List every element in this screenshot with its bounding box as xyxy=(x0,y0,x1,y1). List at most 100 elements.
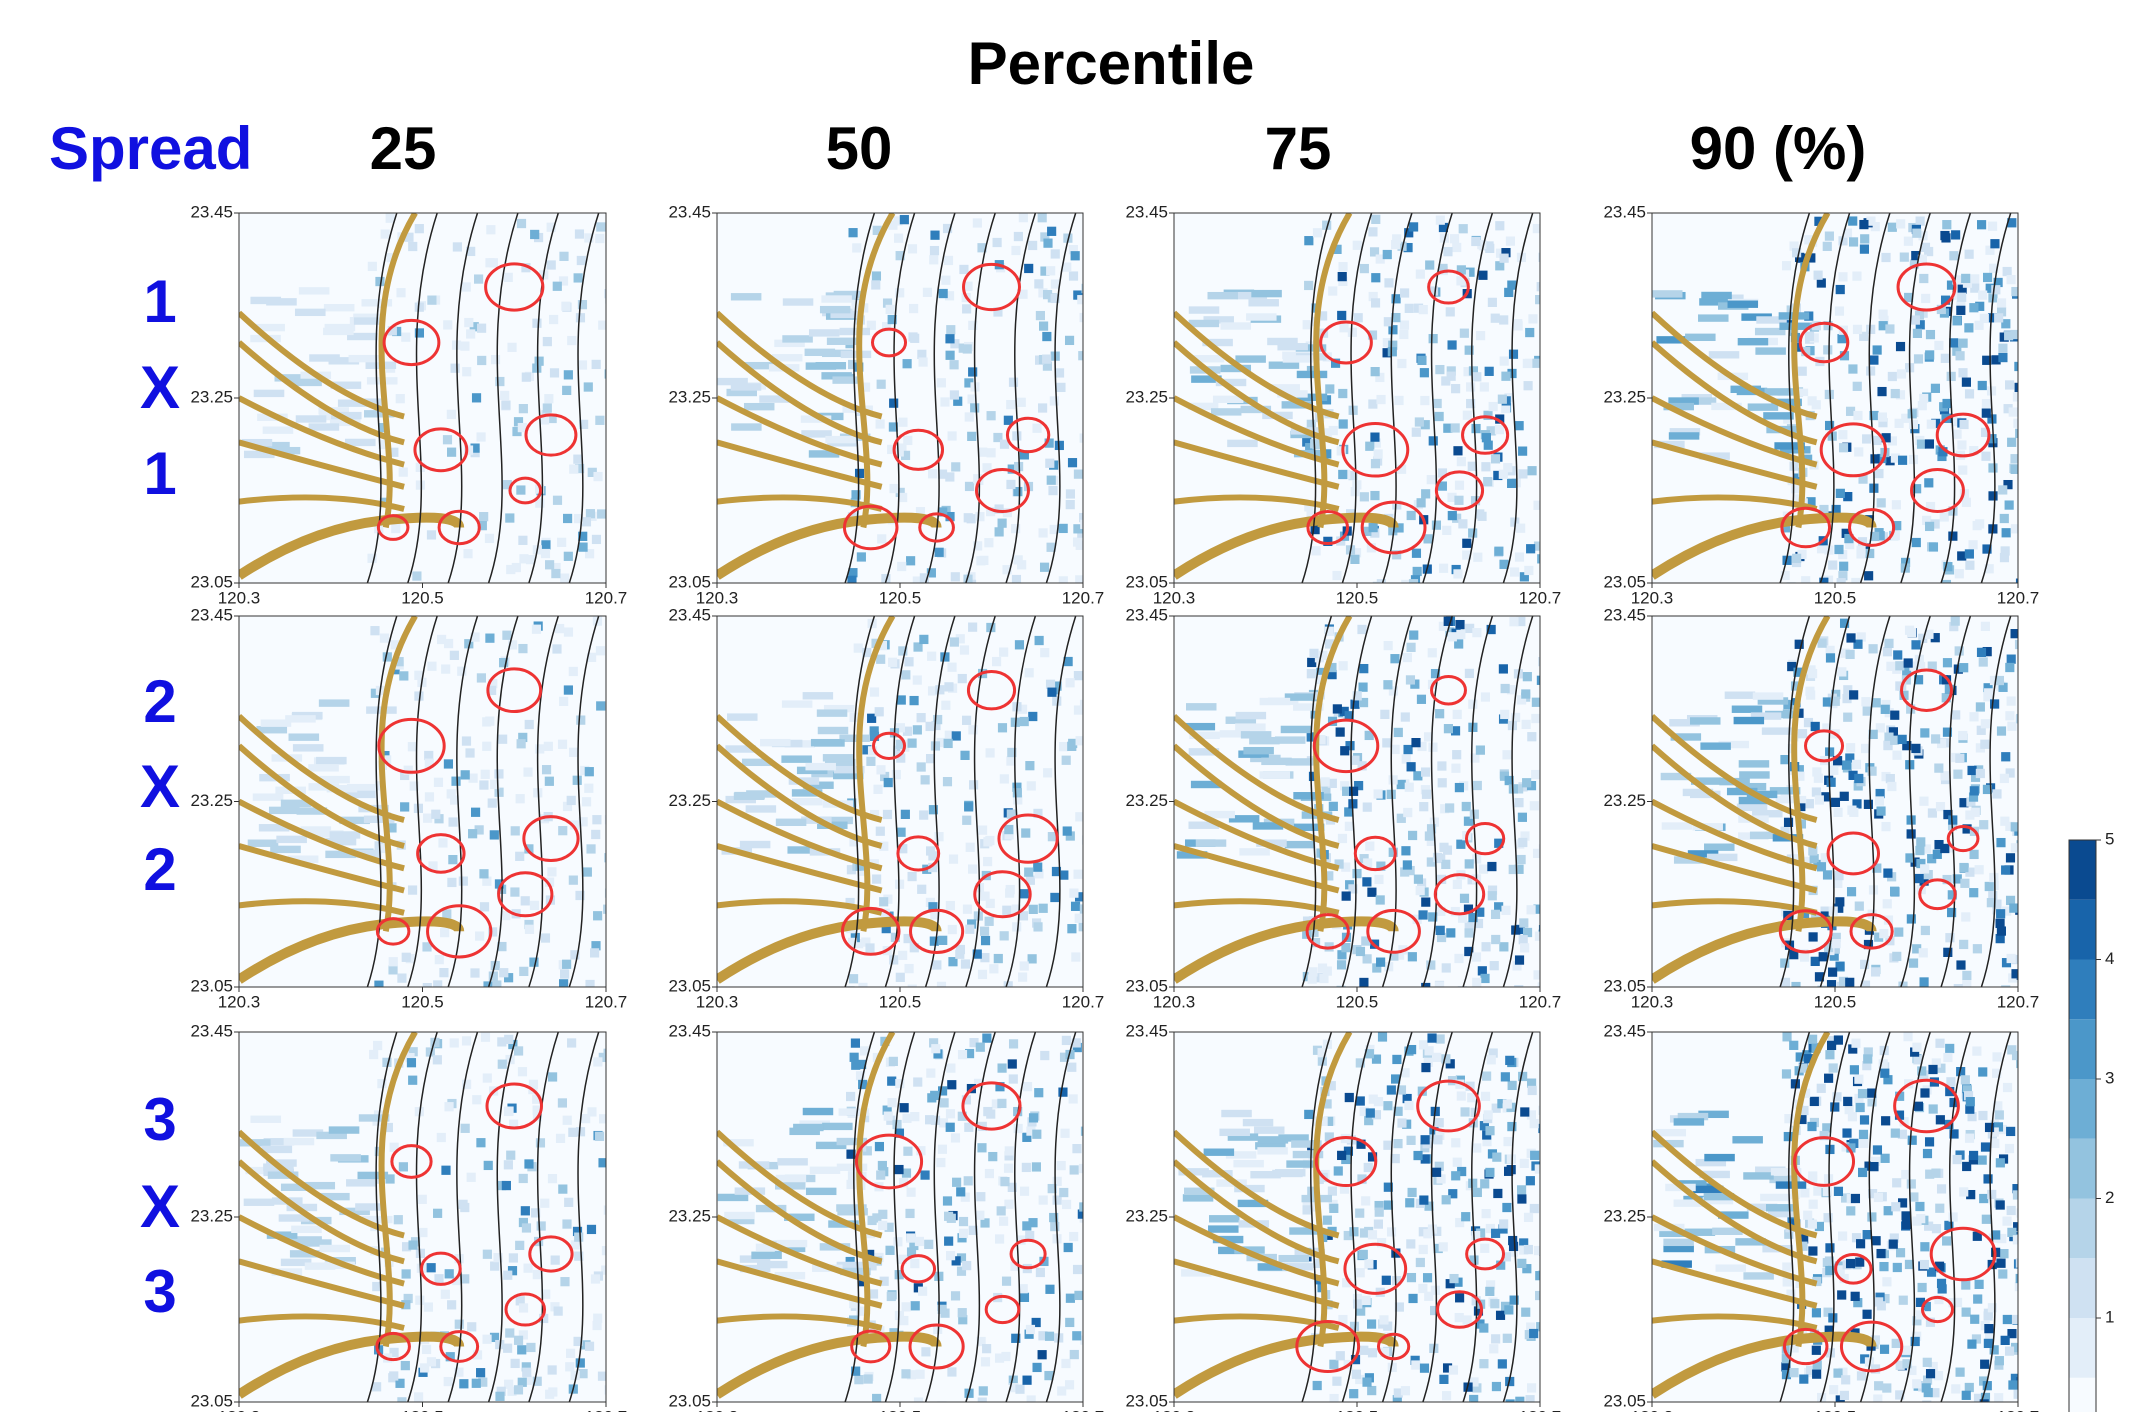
shade-cell xyxy=(1334,1166,1343,1175)
shade-cell xyxy=(1776,796,1807,803)
shade-cell xyxy=(491,355,500,364)
shade-cell xyxy=(1459,224,1468,233)
shade-cell xyxy=(887,1077,896,1086)
shade-cell xyxy=(1859,1139,1868,1148)
shade-cell xyxy=(1492,1153,1501,1162)
shade-cell xyxy=(1808,669,1817,678)
shade-cell xyxy=(1961,1280,1970,1289)
shade-cell xyxy=(870,687,879,696)
shade-cell xyxy=(1421,983,1430,992)
shade-cell xyxy=(1881,705,1890,714)
shade-cell xyxy=(543,337,552,346)
shade-cell xyxy=(1969,888,1978,897)
shade-cell xyxy=(450,651,459,660)
shade-cell xyxy=(1984,1339,1993,1348)
shade-cell xyxy=(1499,664,1508,673)
shade-cell xyxy=(1829,1385,1838,1394)
y-tick-label: 23.45 xyxy=(1125,202,1168,221)
shade-cell xyxy=(1219,1129,1250,1136)
shade-cell xyxy=(1460,329,1469,338)
shade-cell xyxy=(1065,1380,1074,1389)
shade-cell xyxy=(1433,1135,1442,1144)
shade-cell xyxy=(898,418,907,427)
shade-cell xyxy=(1233,1160,1264,1167)
shade-cell xyxy=(1969,303,1978,312)
shade-cell xyxy=(1891,389,1900,398)
shade-cell xyxy=(1491,935,1500,944)
shade-cell xyxy=(848,228,857,237)
shade-cell xyxy=(1332,1377,1341,1386)
shade-cell xyxy=(583,867,592,876)
shade-cell xyxy=(567,1038,576,1047)
shade-cell xyxy=(507,343,516,352)
shade-cell xyxy=(1260,771,1291,778)
shade-cell xyxy=(1366,1108,1375,1117)
shade-cell xyxy=(964,1176,973,1185)
shade-cell xyxy=(460,342,469,351)
x-tick-label: 120.7 xyxy=(1062,588,1105,607)
shade-cell xyxy=(917,762,926,771)
shade-cell xyxy=(1881,1154,1890,1163)
shade-cell xyxy=(396,288,405,297)
shade-cell xyxy=(263,427,294,434)
shade-cell xyxy=(1892,751,1901,760)
shade-cell xyxy=(1458,519,1467,528)
shade-cell xyxy=(1046,266,1055,275)
shade-cell xyxy=(983,857,992,866)
shade-cell xyxy=(958,1050,967,1059)
shade-cell xyxy=(1359,1250,1368,1259)
shade-cell xyxy=(1789,1041,1798,1050)
shade-cell xyxy=(1855,901,1864,910)
shade-cell xyxy=(1970,786,1979,795)
shade-cell xyxy=(1482,1209,1491,1218)
shade-cell xyxy=(1949,1212,1958,1221)
shade-cell xyxy=(1916,837,1925,846)
shade-cell xyxy=(1847,806,1856,815)
shade-cell xyxy=(1046,680,1055,689)
shade-cell xyxy=(1524,1245,1533,1254)
shade-cell xyxy=(408,1240,417,1249)
column-header: 90 (%) xyxy=(1690,115,1867,182)
shade-cell xyxy=(1959,663,1968,672)
shade-cell xyxy=(1028,954,1037,963)
shade-cell xyxy=(592,535,601,544)
shade-cell xyxy=(433,1055,442,1064)
shade-cell xyxy=(1493,1189,1502,1198)
shade-cell xyxy=(1338,272,1347,281)
shade-cell xyxy=(408,742,417,751)
shade-cell xyxy=(1825,1243,1834,1252)
x-tick-label: 120.3 xyxy=(696,1407,739,1412)
shade-cell xyxy=(2015,1282,2024,1291)
shade-cell xyxy=(596,222,605,231)
shade-cell xyxy=(1365,442,1374,451)
shade-cell xyxy=(1825,231,1834,240)
shade-cell xyxy=(1392,1055,1401,1064)
row-label: 1 xyxy=(143,268,176,335)
shade-cell xyxy=(1368,399,1377,408)
shade-cell xyxy=(2000,774,2009,783)
shade-cell xyxy=(876,419,885,428)
shade-cell xyxy=(1066,500,1075,509)
shade-cell xyxy=(1349,1389,1358,1398)
shade-cell xyxy=(415,1296,424,1305)
shade-cell xyxy=(1473,781,1482,790)
shade-cell xyxy=(1408,831,1417,840)
shade-cell xyxy=(567,796,576,805)
shade-cell xyxy=(1488,298,1497,307)
shade-cell xyxy=(978,970,987,979)
shade-cell xyxy=(1995,1110,2004,1119)
colorbar-step xyxy=(2069,840,2096,900)
shade-cell xyxy=(944,256,953,265)
shade-cell xyxy=(349,355,380,362)
shade-cell xyxy=(968,367,977,376)
shade-cell xyxy=(1803,1211,1812,1220)
column-header: 25 xyxy=(370,115,437,182)
shade-cell xyxy=(1482,433,1491,442)
panel xyxy=(1174,1032,1549,1411)
shade-cell xyxy=(1323,966,1332,975)
shade-cell xyxy=(1446,928,1455,937)
shade-cell xyxy=(1994,313,2003,322)
shade-cell xyxy=(731,423,762,430)
shade-cell xyxy=(1988,222,1997,231)
shade-cell xyxy=(414,1392,423,1401)
